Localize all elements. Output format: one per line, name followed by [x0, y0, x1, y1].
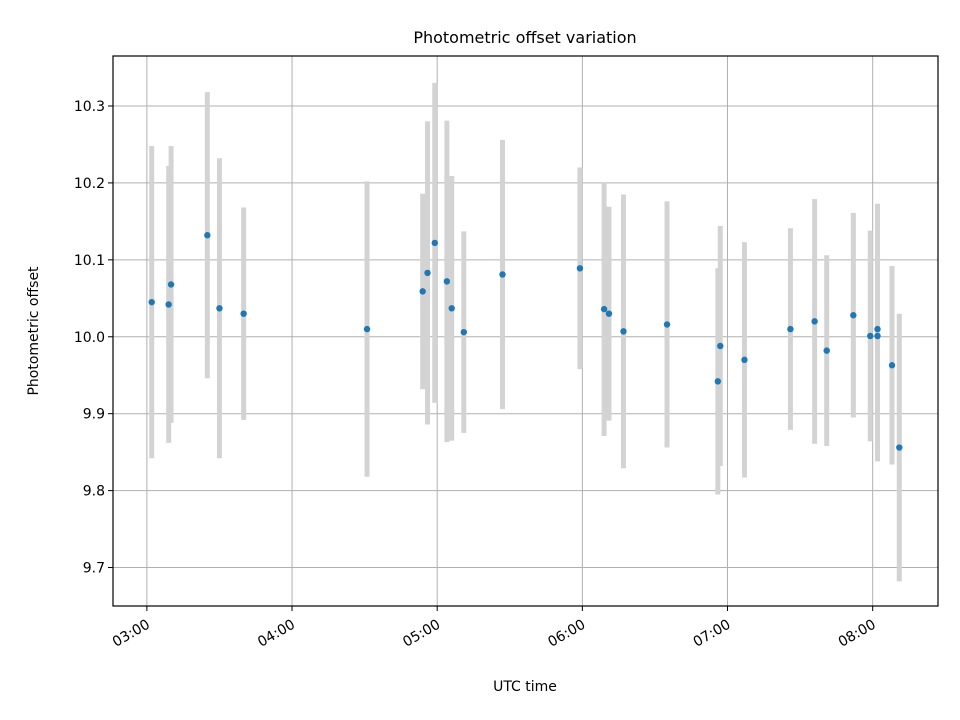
- data-point: [717, 342, 724, 350]
- data-points: [148, 232, 903, 451]
- data-point: [431, 239, 438, 247]
- data-point: [888, 362, 896, 369]
- data-point: [811, 318, 818, 325]
- data-point: [823, 347, 830, 354]
- data-point: [204, 232, 211, 239]
- x-axis-label: UTC time: [493, 679, 557, 695]
- data-point: [714, 378, 722, 385]
- y-tick-label: 10.3: [74, 99, 105, 115]
- y-axis-label: Photometric offset: [26, 266, 42, 396]
- plot-frame: [112, 55, 939, 607]
- data-point: [424, 269, 431, 277]
- data-point: [896, 444, 903, 451]
- data-point: [240, 310, 247, 317]
- y-axis-ticks: 9.7 9.8 9.9 10.0 10.1 10.2 10.3: [74, 99, 113, 577]
- chart-title: Photometric offset variation: [413, 28, 636, 47]
- y-tick-label: 10.0: [74, 330, 105, 346]
- data-point: [148, 298, 155, 306]
- data-point: [167, 281, 175, 288]
- y-tick-label: 10.2: [74, 176, 105, 192]
- data-point: [787, 325, 794, 333]
- data-point: [443, 278, 451, 285]
- data-point: [867, 332, 874, 340]
- data-point: [620, 328, 627, 335]
- data-point: [499, 271, 506, 278]
- data-point: [874, 332, 881, 340]
- data-point: [576, 265, 584, 272]
- data-point: [663, 321, 671, 328]
- data-point: [460, 328, 468, 336]
- data-point: [600, 305, 608, 313]
- data-point: [419, 288, 426, 295]
- data-point: [605, 310, 613, 317]
- y-tick-label: 9.8: [83, 484, 105, 500]
- data-point: [850, 312, 857, 319]
- y-tick-label: 9.7: [83, 561, 105, 577]
- data-point: [216, 305, 223, 312]
- y-tick-label: 9.9: [83, 407, 105, 423]
- data-point: [363, 325, 371, 333]
- data-point: [165, 301, 172, 308]
- data-point: [448, 305, 455, 312]
- data-point: [874, 325, 881, 333]
- y-tick-label: 10.1: [74, 253, 105, 269]
- data-point: [741, 356, 748, 364]
